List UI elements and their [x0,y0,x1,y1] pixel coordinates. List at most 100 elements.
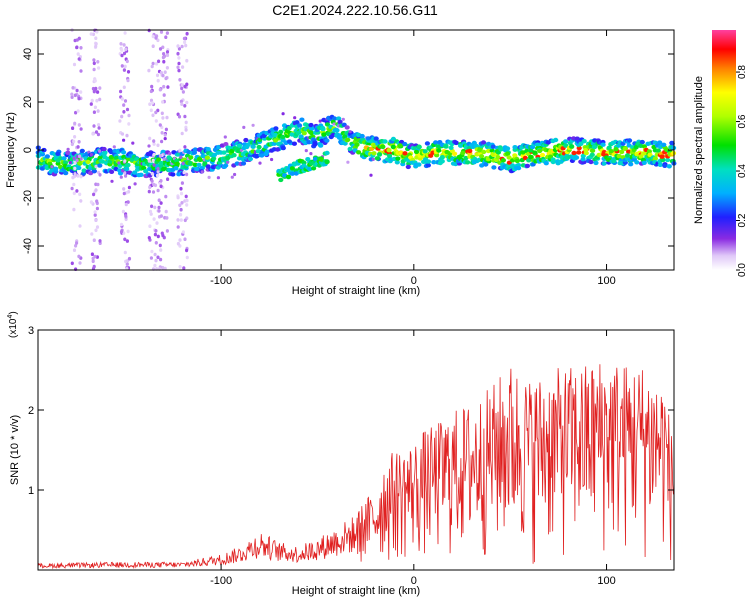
heatmap-cell-1835 [160,131,164,135]
heatmap-cell-1825 [158,47,163,51]
heatmap-cell-1842 [161,73,165,78]
heatmap-cell-1833 [160,231,164,236]
heatmap-cell-1137 [534,142,541,147]
heatmap-cell-1740 [151,34,155,39]
heatmap-cell-1672 [127,122,131,126]
heatmap-cell-305 [166,155,172,160]
heatmap-cell-457 [231,153,237,158]
heatmap-cell-1696 [124,47,128,52]
heatmap-cell-1886 [179,207,183,212]
heatmap-cell-203 [124,166,130,172]
heatmap-cell-993 [467,148,473,154]
heatmap-cell-1511 [72,207,76,212]
heatmap-cell-1736 [151,44,155,48]
heatmap-cell-893 [422,149,428,154]
heatmap-cell-1561 [79,90,83,94]
heatmap-cell-546 [270,157,274,162]
heatmap-cell-1585 [90,98,94,103]
heatmap-cell-1930 [184,120,188,125]
heatmap-cell-1852 [157,205,161,210]
heatmap-cell-290 [161,166,168,171]
heatmap-cell-1568 [72,139,76,144]
heatmap-cell-832 [394,160,400,165]
heatmap-cell-1082 [509,163,516,168]
heatmap-cell-490 [245,142,251,147]
heatmap-cell-248 [143,169,149,174]
heatmap-cell-1898 [180,44,184,49]
heatmap-cell-1779 [148,136,152,141]
heatmap-cell-1533 [79,157,83,161]
heatmap-cell-1598 [96,60,100,64]
heatmap-cell-1542 [78,154,82,158]
heatmap-cell-1735 [154,119,158,123]
heatmap-cell-1619 [92,192,96,197]
spectral-amplitude-cells [35,28,677,272]
heatmap-cell-608 [296,130,302,135]
heatmap-cell-125 [91,168,97,174]
heatmap-cell-1703 [122,191,126,196]
heatmap-cell-1715 [125,133,129,138]
colorbar-ticks: 0.0 0.2 0.4 0.6 0.8 [736,65,748,277]
heatmap-cell-730 [348,130,352,134]
heatmap-cell-1579 [72,174,76,179]
heatmap-cell-1876 [179,218,183,222]
heatmap-cell-1802 [164,194,168,199]
heatmap-cell-903 [425,159,432,164]
heatmap-cell-475 [239,148,244,152]
heatmap-cell-97 [76,165,82,171]
heatmap-cell-1897 [176,51,180,56]
heatmap-cell-1894 [181,83,185,87]
heatmap-cell-1538 [79,199,83,203]
heatmap-cell-877 [413,149,420,155]
heatmap-cell-34 [50,165,54,169]
heatmap-cell-1238 [580,157,586,162]
heatmap-cell-595 [291,141,297,146]
heatmap-cell-1813 [162,59,166,64]
heatmap-cell-783 [371,157,375,161]
heatmap-cell-1514 [78,192,82,197]
heatmap-cell-1333 [624,153,631,158]
colorbar-gradient [712,30,736,270]
heatmap-cell-1536 [70,95,74,99]
heatmap-cell-1641 [92,89,96,94]
heatmap-cell-1750 [147,236,151,240]
heatmap-cell-958 [452,151,458,156]
heatmap-cell-1174 [553,137,559,143]
heatmap-cell-1635 [89,200,93,204]
heatmap-cell-22 [44,154,51,159]
heatmap-cell-754 [359,133,365,139]
heatmap-cell-584 [286,126,292,131]
heatmap-cell-910 [431,160,437,165]
heatmap-cell-1790 [154,229,158,233]
heatmap-cell-1766 [154,258,158,263]
heatmap-cell-688 [332,116,338,121]
heatmap-cell-1705 [126,229,130,234]
heatmap-cell-1649 [92,238,96,242]
heatmap-cell-1928 [176,65,180,70]
heatmap-cell-1902 [181,161,185,166]
heatmap-cell-1243 [583,147,589,153]
heatmap-cell-1834 [165,50,170,54]
heatmap-cell-1700 [119,42,123,46]
heatmap-cell-1583 [94,130,99,134]
heatmap-cell-1694 [119,222,124,227]
snr-y-tick-label-1: 2 [28,405,34,417]
heatmap-cell-363 [192,162,198,167]
heatmap-cell-1640 [92,264,96,269]
heatmap-cell-1719 [127,256,132,261]
heatmap-cell-1804 [159,257,163,262]
heatmap-cell-1824 [157,209,161,213]
heatmap-cell-1896 [181,90,185,94]
heatmap-cell-1810 [157,59,161,64]
heatmap-cell-1596 [96,182,100,187]
heatmap-cell-1233 [578,141,584,146]
heatmap-cell-1572 [71,126,75,130]
heatmap-cell-1724 [150,204,154,209]
heatmap-cell-962 [453,140,459,145]
heatmap-cell-1921 [184,43,188,48]
heatmap-cell-1261 [591,144,598,150]
heatmap-cell-1722 [147,159,151,163]
heatmap-cell-808 [382,139,388,144]
heatmap-cell-165 [109,169,115,174]
heatmap-cell-1718 [120,64,124,68]
